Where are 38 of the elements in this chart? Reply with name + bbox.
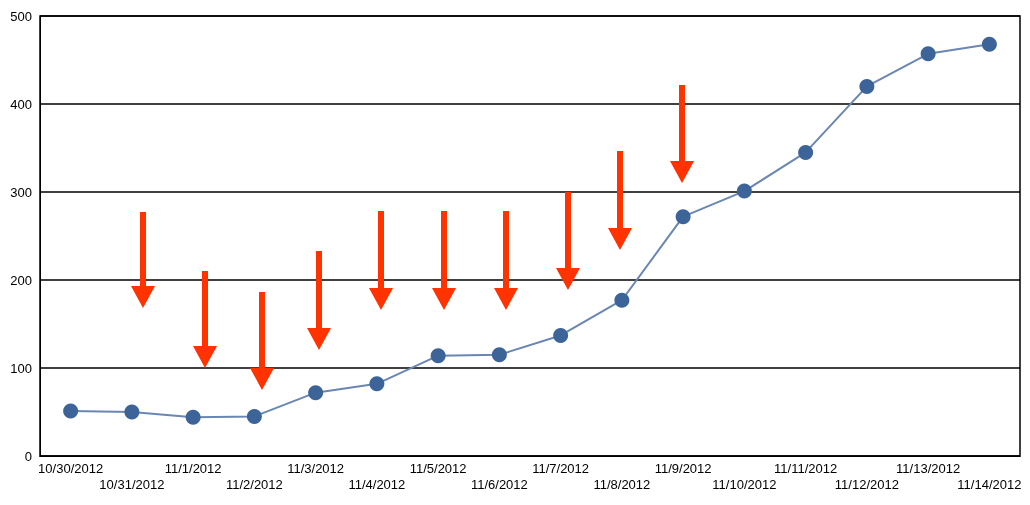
point	[981, 36, 997, 52]
point	[920, 46, 936, 62]
x-tick-label: 10/31/2012	[99, 476, 165, 492]
point	[369, 376, 385, 392]
y-tick-label: 100	[10, 360, 32, 376]
x-tick-label: 11/9/2012	[654, 460, 712, 476]
point	[124, 404, 140, 420]
y-tick-label: 400	[10, 96, 32, 112]
x-tick-label: 11/13/2012	[896, 460, 961, 476]
point	[736, 183, 752, 199]
point	[553, 327, 569, 343]
point	[675, 209, 691, 225]
point	[614, 292, 630, 308]
x-tick-label: 11/3/2012	[287, 460, 345, 476]
x-tick-label: 11/11/2012	[774, 460, 838, 476]
point	[859, 78, 875, 94]
point	[185, 409, 201, 425]
y-tick-label: 200	[10, 272, 32, 288]
y-tick-label: 500	[10, 8, 32, 24]
point	[308, 385, 324, 401]
x-tick-label: 11/5/2012	[409, 460, 467, 476]
x-tick-label: 11/8/2012	[593, 476, 651, 492]
y-tick-label: 0	[24, 448, 32, 464]
x-tick-label: 11/2/2012	[225, 476, 283, 492]
x-tick-label: 11/14/2012	[957, 476, 1022, 492]
point	[798, 144, 814, 160]
x-tick-label: 11/4/2012	[348, 476, 406, 492]
x-tick-label: 11/7/2012	[532, 460, 590, 476]
y-tick-label: 300	[10, 184, 32, 200]
point	[246, 408, 262, 424]
x-tick-label: 10/30/2012	[38, 460, 104, 476]
x-tick-label: 11/10/2012	[712, 476, 777, 492]
x-tick-label: 11/1/2012	[164, 460, 222, 476]
x-tick-label: 11/6/2012	[470, 476, 528, 492]
point	[491, 347, 507, 363]
x-tick-label: 11/12/2012	[834, 476, 899, 492]
point	[430, 348, 446, 364]
point	[63, 403, 79, 419]
